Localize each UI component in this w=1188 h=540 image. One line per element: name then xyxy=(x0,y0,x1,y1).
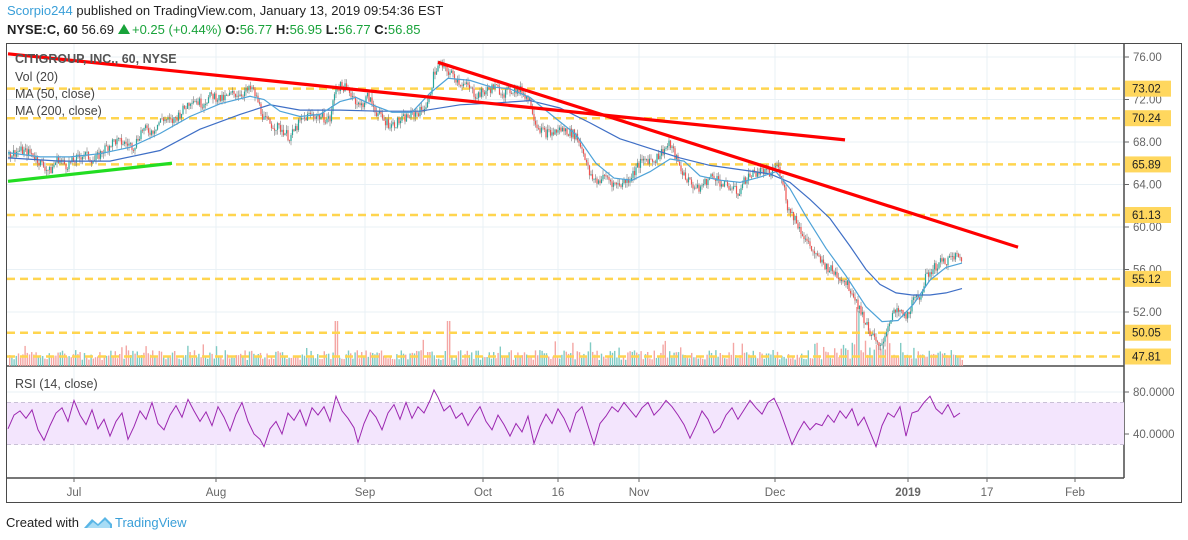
svg-text:80.0000: 80.0000 xyxy=(1133,387,1175,399)
chart-frame xyxy=(6,43,1182,503)
long-downtrend-trendline[interactable] xyxy=(7,52,846,142)
open-value: 56.77 xyxy=(239,22,273,37)
legend-ma200[interactable]: MA (200, close) xyxy=(15,104,102,118)
legend-ma50[interactable]: MA (50, close) xyxy=(15,87,95,101)
legend-volume[interactable]: Vol (20) xyxy=(15,70,59,84)
price-axis[interactable]: 76.0072.0068.0064.0060.0056.0052.0073.02… xyxy=(1124,52,1175,441)
svg-text:72.00: 72.00 xyxy=(1133,95,1162,107)
svg-text:Dec: Dec xyxy=(765,487,786,499)
svg-text:17: 17 xyxy=(981,487,994,499)
svg-text:47.81: 47.81 xyxy=(1132,352,1161,364)
steep-downtrend-trendline[interactable] xyxy=(437,60,1019,249)
close-label: C: xyxy=(374,22,388,37)
tradingview-link[interactable]: TradingView xyxy=(114,514,187,530)
svg-text:Oct: Oct xyxy=(474,487,493,499)
up-arrow-icon xyxy=(117,24,130,34)
rsi-line[interactable] xyxy=(7,388,961,449)
svg-text:16: 16 xyxy=(552,487,565,499)
svg-text:70.24: 70.24 xyxy=(1132,113,1161,125)
svg-text:Sep: Sep xyxy=(355,487,375,499)
svg-text:52.00: 52.00 xyxy=(1133,307,1162,319)
svg-text:60.00: 60.00 xyxy=(1133,222,1162,234)
price-change: +0.25 (+0.44%) xyxy=(131,22,222,37)
svg-text:Aug: Aug xyxy=(206,487,226,499)
created-with-text: Created with xyxy=(6,514,79,530)
svg-text:76.00: 76.00 xyxy=(1133,52,1162,64)
time-axis[interactable]: Jul Aug Sep Oct 16 Nov Dec 2019 17 Feb xyxy=(67,478,1085,499)
header-published: Scorpio244 published on TradingView.com,… xyxy=(7,3,443,18)
legend-rsi[interactable]: RSI (14, close) xyxy=(15,377,98,391)
svg-text:64.00: 64.00 xyxy=(1133,180,1162,192)
header-quote: NYSE:C, 60 56.69 +0.25 (+0.44%) O:56.77 H… xyxy=(7,22,420,37)
symbol-label: NYSE:C, 60 xyxy=(7,22,78,37)
ma50-line[interactable] xyxy=(7,77,963,323)
svg-text:65.89: 65.89 xyxy=(1132,159,1161,171)
svg-text:Jul: Jul xyxy=(67,487,82,499)
horizontal-levels xyxy=(7,87,1124,358)
svg-text:Feb: Feb xyxy=(1065,487,1085,499)
last-price: 56.69 xyxy=(81,22,114,37)
svg-text:50.05: 50.05 xyxy=(1132,328,1161,340)
svg-text:2019: 2019 xyxy=(895,487,921,499)
close-value: 56.85 xyxy=(387,22,421,37)
svg-text:61.13: 61.13 xyxy=(1132,210,1161,222)
svg-text:68.00: 68.00 xyxy=(1133,137,1162,149)
candlesticks xyxy=(8,58,963,351)
footer: Created with TradingView xyxy=(6,514,187,530)
svg-text:40.0000: 40.0000 xyxy=(1133,429,1175,441)
low-value: 56.77 xyxy=(338,22,371,37)
open-label: O: xyxy=(225,22,240,37)
legend-title: CITIGROUP, INC., 60, NYSE xyxy=(15,52,177,66)
support-uptrend-trendline[interactable] xyxy=(7,161,173,183)
svg-text:Nov: Nov xyxy=(629,487,650,499)
low-label: L: xyxy=(325,22,339,37)
author-link[interactable]: Scorpio244 xyxy=(7,3,73,18)
svg-text:73.02: 73.02 xyxy=(1132,84,1161,96)
high-value: 56.95 xyxy=(289,22,323,37)
svg-text:55.12: 55.12 xyxy=(1132,274,1161,286)
ma200-line[interactable] xyxy=(7,99,963,296)
published-text: published on TradingView.com, January 13… xyxy=(72,3,444,18)
high-label: H: xyxy=(275,22,290,37)
tradingview-logo-icon xyxy=(83,517,112,528)
